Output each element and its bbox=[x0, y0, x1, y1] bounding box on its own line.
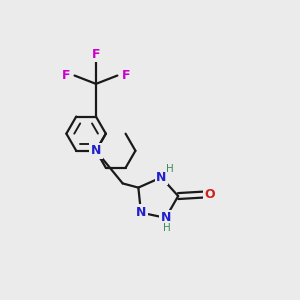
Text: H: H bbox=[166, 164, 173, 174]
Text: F: F bbox=[62, 69, 70, 82]
Text: O: O bbox=[205, 188, 215, 201]
Text: F: F bbox=[92, 48, 100, 61]
Text: N: N bbox=[160, 211, 171, 224]
Text: F: F bbox=[122, 69, 130, 82]
Text: N: N bbox=[136, 206, 146, 219]
Text: H: H bbox=[163, 223, 171, 233]
Text: N: N bbox=[91, 144, 101, 157]
Text: N: N bbox=[156, 171, 167, 184]
